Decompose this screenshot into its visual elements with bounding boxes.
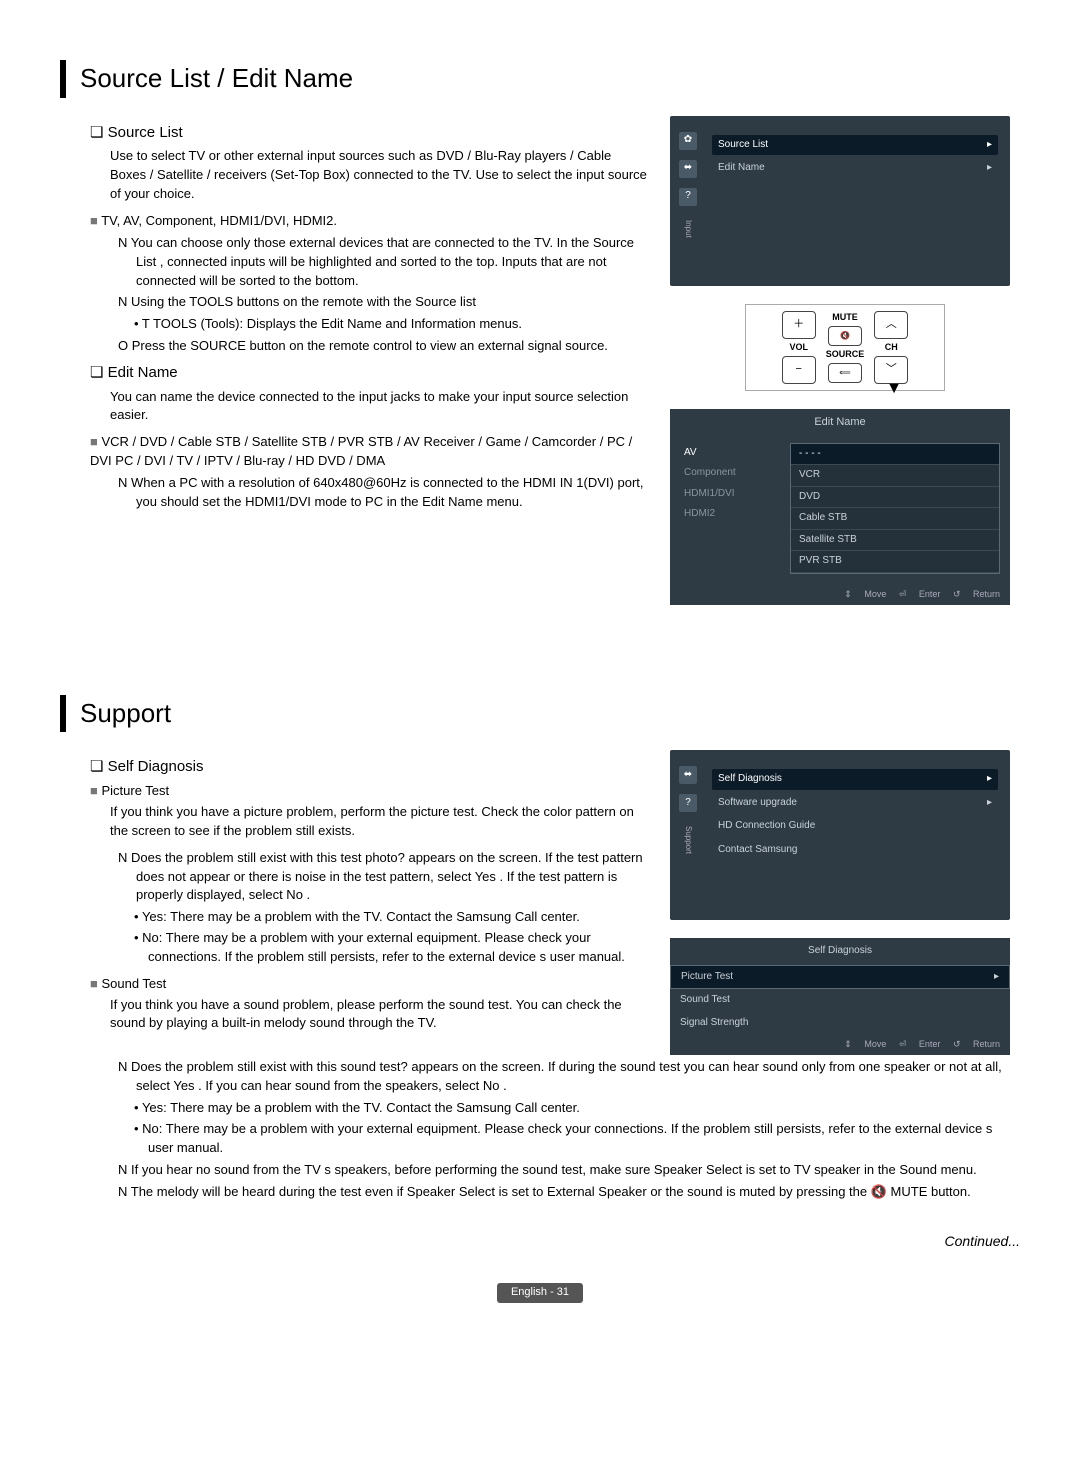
sound-test-no: No: There may be a problem with your ext… <box>134 1120 1020 1158</box>
picture-test-dots: Yes: There may be a problem with the TV.… <box>134 908 650 967</box>
picture-test-yes: Yes: There may be a problem with the TV.… <box>134 908 650 927</box>
mute-button[interactable]: 🔇 <box>828 326 862 346</box>
sound-test-n: Does the problem still exist with this s… <box>118 1058 1020 1096</box>
edit-left-hdmi2[interactable]: HDMI2 <box>680 504 780 525</box>
source-button[interactable]: ⟸ <box>828 363 862 383</box>
edit-name-menu: Edit Name AV Component HDMI1/DVI HDMI2 -… <box>670 409 1010 605</box>
edit-menu-title: Edit Name <box>670 409 1010 437</box>
tools-note: TOOLS (Tools): Displays the Edit Name an… <box>134 315 650 334</box>
picture-test-n: Does the problem still exist with this t… <box>118 849 650 906</box>
diag-foot-move: ⇕ Move <box>844 1039 886 1049</box>
remote-control: ＋ VOL − MUTE 🔇 SOURCE ⟸ ︿ CH ﹀ ▼ <box>745 304 945 391</box>
source-list-desc: Use to select TV or other external input… <box>110 147 650 204</box>
page-number: English - 31 <box>60 1282 1020 1303</box>
picture-test-n1: Does the problem still exist with this t… <box>118 849 650 906</box>
section2-left: Self Diagnosis Picture Test If you think… <box>60 750 650 1055</box>
sound-test-n-extra: If you hear no sound from the TV s speak… <box>118 1161 1020 1202</box>
vol-up-button[interactable]: ＋ <box>782 311 816 339</box>
tv-menu-support: ⬌ ? Support Self Diagnosis Software upgr… <box>670 750 1010 920</box>
picture-test-title: Picture Test <box>90 782 650 801</box>
sound-test-desc: If you think you have a sound problem, p… <box>110 996 650 1034</box>
sound-test-dots: Yes: There may be a problem with the TV.… <box>134 1099 1020 1158</box>
source-notes: You can choose only those external devic… <box>118 234 650 312</box>
section-title-source: Source List / Edit Name <box>60 60 1020 98</box>
foot-return: ↺ Return <box>953 589 1000 599</box>
tv-item-source-list[interactable]: Source List <box>712 135 998 156</box>
pc-note-list: When a PC with a resolution of 640x480@6… <box>118 474 650 512</box>
edit-left-av[interactable]: AV <box>680 443 780 464</box>
edit-name-heading: Edit Name <box>90 362 650 384</box>
diag-footer: ⇕ Move ⏎ Enter ↺ Return <box>670 1034 1010 1055</box>
edit-right-pvr[interactable]: PVR STB <box>791 551 999 573</box>
help-icon-2: ? <box>679 794 697 812</box>
edit-left-component[interactable]: Component <box>680 463 780 484</box>
tv-menu-input: ✿ ⬌ ? Input Source List Edit Name <box>670 116 1010 286</box>
diag-menu-title: Self Diagnosis <box>670 938 1010 965</box>
foot-enter: ⏎ Enter <box>899 589 941 599</box>
continued-label: Continued... <box>60 1231 1020 1251</box>
arrow-indicator-icon: ▼ <box>886 377 902 400</box>
edit-left-hdmi1[interactable]: HDMI1/DVI <box>680 484 780 505</box>
sound-test-n3: The melody will be heard during the test… <box>118 1183 1020 1202</box>
edit-name-desc: You can name the device connected to the… <box>110 388 650 426</box>
press-source: Press the SOURCE button on the remote co… <box>118 337 650 356</box>
edit-menu-footer: ⇕ Move ⏎ Enter ↺ Return <box>670 584 1010 605</box>
tv-item-sw-upgrade[interactable]: Software upgrade <box>712 793 998 814</box>
inputs-line: TV, AV, Component, HDMI1/DVI, HDMI2. <box>90 212 650 231</box>
source-list-heading: Source List <box>90 122 650 144</box>
press-source-line: Press the SOURCE button on the remote co… <box>118 337 650 356</box>
sound-test-title: Sound Test <box>90 975 650 994</box>
tv-item-self-diag[interactable]: Self Diagnosis <box>712 769 998 790</box>
section2-right: ⬌ ? Support Self Diagnosis Software upgr… <box>670 750 1020 1055</box>
edit-right-vcr[interactable]: VCR <box>791 465 999 487</box>
device-list: VCR / DVD / Cable STB / Satellite STB / … <box>90 433 650 471</box>
mute-inline-icon: 🔇 <box>871 1184 887 1199</box>
sound-test-yes: Yes: There may be a problem with the TV.… <box>134 1099 1020 1118</box>
diag-foot-return: ↺ Return <box>953 1039 1000 1049</box>
self-diag-heading: Self Diagnosis <box>90 756 650 778</box>
pc-note: When a PC with a resolution of 640x480@6… <box>118 474 650 512</box>
edit-right-blank[interactable]: - - - - <box>791 444 999 466</box>
vol-label: VOL <box>789 341 808 354</box>
section1-left: Source List Use to select TV or other ex… <box>60 116 650 605</box>
edit-right-cable[interactable]: Cable STB <box>791 508 999 530</box>
tv-item-contact[interactable]: Contact Samsung <box>712 840 998 861</box>
tools-line: TOOLS (Tools): Displays the Edit Name an… <box>134 315 650 334</box>
tv-item-hd-guide[interactable]: HD Connection Guide <box>712 816 998 837</box>
ch-up-button[interactable]: ︿ <box>874 311 908 339</box>
note-2: Using the TOOLS buttons on the remote wi… <box>118 293 650 312</box>
self-diag-menu: Self Diagnosis Picture Test▸ Sound Test … <box>670 938 1010 1055</box>
edit-right-dvd[interactable]: DVD <box>791 487 999 509</box>
source-label: SOURCE <box>826 348 865 361</box>
plug-icon-2: ⬌ <box>679 766 697 784</box>
diag-sound-test[interactable]: Sound Test <box>670 989 1010 1012</box>
diag-foot-enter: ⏎ Enter <box>899 1039 941 1049</box>
sound-test-n2: If you hear no sound from the TV s speak… <box>118 1161 1020 1180</box>
note-1: You can choose only those external devic… <box>118 234 650 291</box>
edit-right-sat[interactable]: Satellite STB <box>791 530 999 552</box>
picture-test-no: No: There may be a problem with your ext… <box>134 929 650 967</box>
diag-picture-test[interactable]: Picture Test▸ <box>670 965 1010 990</box>
mute-label: MUTE <box>832 311 858 324</box>
section-title-support: Support <box>60 695 1020 733</box>
ch-label: CH <box>885 341 898 354</box>
tv-side-label-input: Input <box>682 220 694 238</box>
sound-test-n1: Does the problem still exist with this s… <box>118 1058 1020 1096</box>
tv-item-edit-name[interactable]: Edit Name <box>712 158 998 179</box>
tv-side-label-support: Support <box>682 826 694 854</box>
diag-signal[interactable]: Signal Strength <box>670 1012 1010 1035</box>
vol-down-button[interactable]: − <box>782 356 816 384</box>
picture-test-desc: If you think you have a picture problem,… <box>110 803 650 841</box>
plug-icon: ⬌ <box>679 160 697 178</box>
gear-icon: ✿ <box>679 132 697 150</box>
foot-move: ⇕ Move <box>844 589 886 599</box>
help-icon: ? <box>679 188 697 206</box>
section1-right: ✿ ⬌ ? Input Source List Edit Name ＋ VOL … <box>670 116 1020 605</box>
